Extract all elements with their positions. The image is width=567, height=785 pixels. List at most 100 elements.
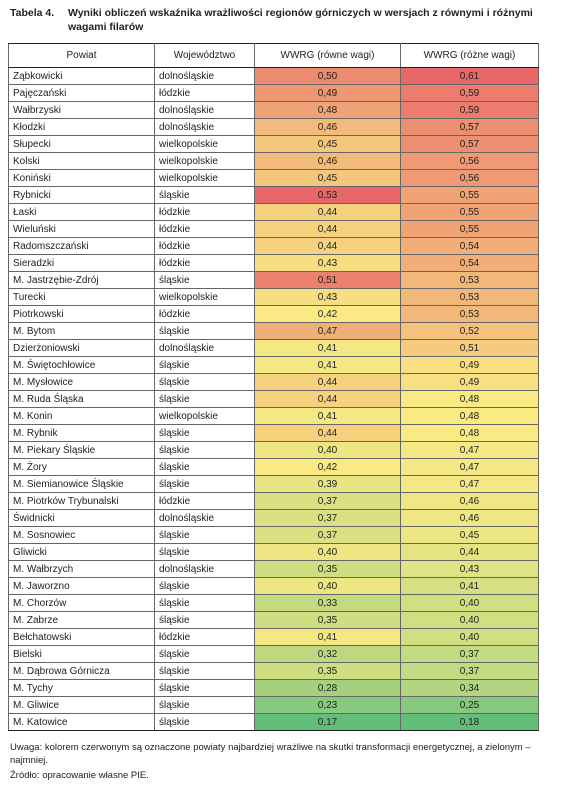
cell-wojewodztwo: łódzkie	[154, 305, 255, 323]
cell-wwrg-rozne: 0,52	[400, 322, 539, 340]
cell-wwrg-rowne: 0,33	[254, 594, 401, 612]
table-row: M. Konin wielkopolskie 0,41 0,48	[8, 407, 539, 425]
cell-wojewodztwo: śląskie	[154, 356, 255, 374]
cell-wwrg-rozne: 0,54	[400, 237, 539, 255]
cell-wwrg-rowne: 0,51	[254, 271, 401, 289]
cell-powiat: M. Gliwice	[8, 696, 155, 714]
results-table: Powiat Województwo WWRG (równe wagi) WWR…	[8, 43, 539, 731]
cell-wwrg-rozne: 0,44	[400, 543, 539, 561]
table-row: M. Gliwice śląskie 0,23 0,25	[8, 696, 539, 714]
cell-wwrg-rowne: 0,42	[254, 458, 401, 476]
cell-powiat: M. Żory	[8, 458, 155, 476]
cell-wwrg-rowne: 0,39	[254, 475, 401, 493]
cell-wojewodztwo: śląskie	[154, 645, 255, 663]
cell-wwrg-rozne: 0,55	[400, 220, 539, 238]
cell-wojewodztwo: śląskie	[154, 390, 255, 408]
cell-wojewodztwo: śląskie	[154, 662, 255, 680]
cell-powiat: M. Jaworzno	[8, 577, 155, 595]
source-note: Źródło: opracowanie własne PIE.	[10, 770, 149, 781]
cell-wwrg-rozne: 0,47	[400, 458, 539, 476]
table-row: Rybnicki śląskie 0,53 0,55	[8, 186, 539, 204]
cell-wwrg-rowne: 0,50	[254, 67, 401, 85]
cell-wwrg-rozne: 0,48	[400, 424, 539, 442]
cell-wwrg-rozne: 0,47	[400, 475, 539, 493]
cell-powiat: Gliwicki	[8, 543, 155, 561]
cell-wwrg-rowne: 0,40	[254, 543, 401, 561]
cell-powiat: M. Chorzów	[8, 594, 155, 612]
cell-powiat: Bielski	[8, 645, 155, 663]
table-caption: Tabela 4. Wyniki obliczeń wskaźnika wraż…	[10, 6, 550, 34]
cell-powiat: Koniński	[8, 169, 155, 187]
table-row: M. Dąbrowa Górnicza śląskie 0,35 0,37	[8, 662, 539, 680]
legend-note: Uwaga: kolorem czerwonym są oznaczone po…	[10, 742, 531, 766]
cell-wojewodztwo: śląskie	[154, 713, 255, 731]
cell-powiat: Łaski	[8, 203, 155, 221]
cell-powiat: Wieluński	[8, 220, 155, 238]
cell-wwrg-rozne: 0,55	[400, 203, 539, 221]
table-body: Ząbkowicki dolnośląskie 0,50 0,61 Pajęczańsk…	[8, 67, 539, 731]
header-wwrg-rowne: WWRG (równe wagi)	[254, 43, 401, 68]
cell-wwrg-rozne: 0,53	[400, 305, 539, 323]
cell-wwrg-rozne: 0,34	[400, 679, 539, 697]
cell-wojewodztwo: śląskie	[154, 322, 255, 340]
cell-wwrg-rozne: 0,51	[400, 339, 539, 357]
cell-powiat: M. Jastrzębie-Zdrój	[8, 271, 155, 289]
cell-wojewodztwo: łódzkie	[154, 492, 255, 510]
cell-wojewodztwo: łódzkie	[154, 203, 255, 221]
cell-wwrg-rowne: 0,47	[254, 322, 401, 340]
table-row: Świdnicki dolnośląskie 0,37 0,46	[8, 509, 539, 527]
cell-wwrg-rozne: 0,47	[400, 441, 539, 459]
cell-wwrg-rozne: 0,41	[400, 577, 539, 595]
cell-wwrg-rowne: 0,46	[254, 152, 401, 170]
cell-wwrg-rowne: 0,35	[254, 662, 401, 680]
cell-powiat: M. Mysłowice	[8, 373, 155, 391]
cell-powiat: M. Zabrze	[8, 611, 155, 629]
cell-wwrg-rozne: 0,55	[400, 186, 539, 204]
cell-wwrg-rowne: 0,44	[254, 390, 401, 408]
table-row: M. Żory śląskie 0,42 0,47	[8, 458, 539, 476]
cell-wojewodztwo: śląskie	[154, 611, 255, 629]
cell-wojewodztwo: śląskie	[154, 696, 255, 714]
cell-wojewodztwo: dolnośląskie	[154, 339, 255, 357]
cell-wwrg-rozne: 0,37	[400, 662, 539, 680]
table-row: Bełchatowski łódzkie 0,41 0,40	[8, 628, 539, 646]
cell-wwrg-rowne: 0,46	[254, 118, 401, 136]
cell-wwrg-rowne: 0,44	[254, 424, 401, 442]
cell-wwrg-rozne: 0,54	[400, 254, 539, 272]
cell-wwrg-rozne: 0,48	[400, 407, 539, 425]
cell-wojewodztwo: dolnośląskie	[154, 67, 255, 85]
cell-wwrg-rozne: 0,56	[400, 169, 539, 187]
table-row: M. Rybnik śląskie 0,44 0,48	[8, 424, 539, 442]
cell-wojewodztwo: śląskie	[154, 458, 255, 476]
table-row: Koniński wielkopolskie 0,45 0,56	[8, 169, 539, 187]
header-powiat: Powiat	[8, 43, 155, 68]
cell-wojewodztwo: śląskie	[154, 424, 255, 442]
table-row: Ząbkowicki dolnośląskie 0,50 0,61	[8, 67, 539, 85]
cell-wojewodztwo: śląskie	[154, 526, 255, 544]
cell-powiat: M. Konin	[8, 407, 155, 425]
cell-powiat: M. Wałbrzych	[8, 560, 155, 578]
table-row: M. Ruda Śląska śląskie 0,44 0,48	[8, 390, 539, 408]
header-wojewodztwo: Województwo	[154, 43, 255, 68]
cell-powiat: Turecki	[8, 288, 155, 306]
cell-wwrg-rowne: 0,41	[254, 356, 401, 374]
cell-wwrg-rowne: 0,53	[254, 186, 401, 204]
cell-powiat: M. Sosnowiec	[8, 526, 155, 544]
cell-powiat: Radomszczański	[8, 237, 155, 255]
cell-powiat: Bełchatowski	[8, 628, 155, 646]
cell-wojewodztwo: łódzkie	[154, 237, 255, 255]
table-row: Pajęczański łódzkie 0,49 0,59	[8, 84, 539, 102]
cell-wwrg-rowne: 0,45	[254, 135, 401, 153]
cell-wojewodztwo: śląskie	[154, 679, 255, 697]
cell-wwrg-rowne: 0,41	[254, 628, 401, 646]
cell-wojewodztwo: wielkopolskie	[154, 169, 255, 187]
table-row: M. Bytom śląskie 0,47 0,52	[8, 322, 539, 340]
cell-wwrg-rowne: 0,37	[254, 526, 401, 544]
cell-wojewodztwo: śląskie	[154, 577, 255, 595]
cell-powiat: M. Katowice	[8, 713, 155, 731]
cell-wojewodztwo: śląskie	[154, 373, 255, 391]
cell-wwrg-rozne: 0,57	[400, 118, 539, 136]
table-row: Sieradzki łódzkie 0,43 0,54	[8, 254, 539, 272]
cell-wojewodztwo: łódzkie	[154, 628, 255, 646]
cell-wwrg-rowne: 0,44	[254, 237, 401, 255]
